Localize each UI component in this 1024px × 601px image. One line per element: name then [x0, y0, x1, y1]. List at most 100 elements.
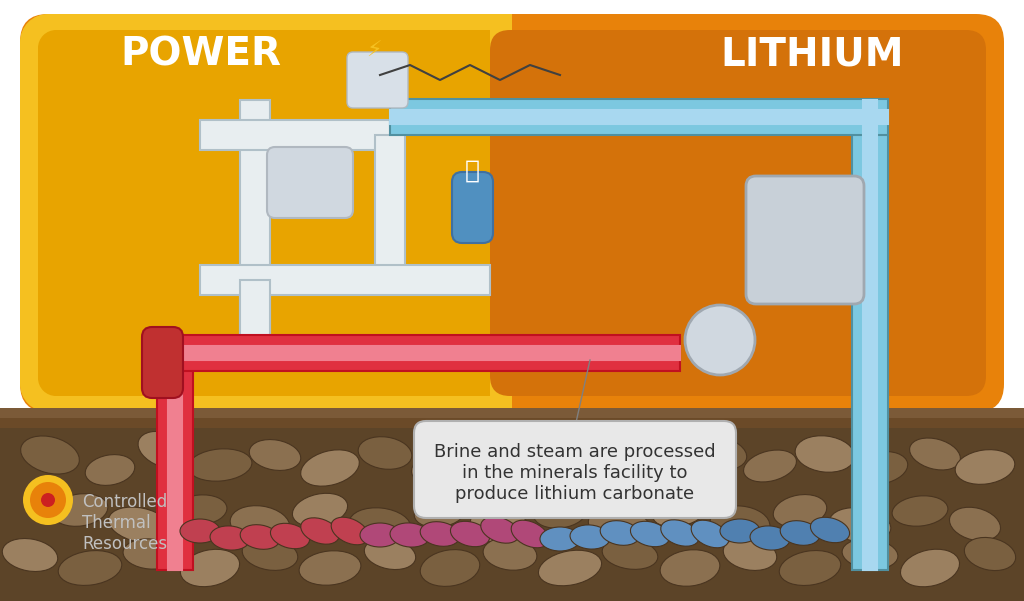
Circle shape	[30, 482, 66, 518]
Wedge shape	[20, 14, 48, 42]
Ellipse shape	[511, 517, 549, 545]
Polygon shape	[38, 30, 490, 396]
Ellipse shape	[464, 438, 526, 472]
Ellipse shape	[852, 451, 907, 484]
Ellipse shape	[358, 437, 412, 469]
Ellipse shape	[301, 517, 339, 543]
Ellipse shape	[293, 493, 347, 526]
Ellipse shape	[829, 508, 891, 542]
Circle shape	[23, 475, 73, 525]
Ellipse shape	[420, 520, 460, 545]
Ellipse shape	[210, 519, 250, 543]
Text: POWER: POWER	[120, 35, 281, 73]
Ellipse shape	[710, 506, 770, 542]
Bar	[157, 346, 680, 360]
Bar	[390, 110, 888, 124]
Bar	[375, 135, 406, 280]
Ellipse shape	[600, 525, 640, 549]
FancyBboxPatch shape	[490, 30, 986, 396]
Ellipse shape	[249, 439, 301, 471]
Text: Controlled
Thermal
Resources: Controlled Thermal Resources	[82, 493, 167, 552]
FancyBboxPatch shape	[347, 52, 408, 108]
Ellipse shape	[810, 523, 850, 549]
Ellipse shape	[483, 538, 537, 570]
Ellipse shape	[540, 525, 580, 549]
Bar	[852, 100, 888, 570]
Ellipse shape	[965, 537, 1016, 570]
Ellipse shape	[534, 496, 587, 528]
Ellipse shape	[796, 436, 855, 472]
Ellipse shape	[299, 551, 360, 585]
Ellipse shape	[575, 435, 635, 472]
Ellipse shape	[480, 526, 519, 552]
Ellipse shape	[524, 453, 575, 483]
Bar	[157, 350, 193, 570]
Bar	[240, 100, 270, 360]
Ellipse shape	[720, 521, 760, 545]
Ellipse shape	[138, 432, 191, 469]
Bar	[240, 280, 270, 360]
Ellipse shape	[58, 551, 122, 585]
Bar	[863, 100, 877, 570]
Ellipse shape	[631, 523, 670, 549]
Ellipse shape	[412, 450, 469, 484]
Ellipse shape	[230, 505, 290, 542]
Ellipse shape	[683, 436, 746, 471]
Ellipse shape	[589, 508, 651, 544]
Ellipse shape	[451, 525, 489, 551]
Polygon shape	[20, 14, 512, 412]
FancyBboxPatch shape	[452, 172, 493, 243]
FancyBboxPatch shape	[414, 421, 736, 518]
Bar	[157, 335, 680, 371]
Circle shape	[41, 493, 55, 507]
Ellipse shape	[180, 523, 220, 547]
FancyBboxPatch shape	[746, 176, 864, 304]
Ellipse shape	[360, 522, 400, 546]
Ellipse shape	[750, 519, 790, 543]
Ellipse shape	[470, 507, 529, 545]
Ellipse shape	[349, 508, 411, 542]
Circle shape	[685, 305, 755, 375]
Wedge shape	[38, 378, 56, 396]
Ellipse shape	[660, 550, 720, 586]
Ellipse shape	[243, 538, 298, 570]
Ellipse shape	[85, 454, 135, 486]
Wedge shape	[20, 384, 48, 412]
Ellipse shape	[270, 526, 309, 552]
Ellipse shape	[691, 518, 729, 546]
Ellipse shape	[20, 436, 79, 474]
Ellipse shape	[570, 525, 610, 549]
Ellipse shape	[188, 449, 252, 481]
Ellipse shape	[652, 495, 708, 527]
Ellipse shape	[900, 549, 959, 587]
Bar	[0, 418, 1024, 428]
FancyBboxPatch shape	[142, 327, 183, 398]
Bar	[0, 408, 1024, 428]
Bar	[200, 265, 490, 295]
Ellipse shape	[420, 549, 480, 587]
Ellipse shape	[780, 517, 820, 542]
Bar	[0, 415, 1024, 601]
Ellipse shape	[52, 493, 108, 526]
Ellipse shape	[301, 450, 359, 486]
FancyBboxPatch shape	[267, 147, 353, 218]
Ellipse shape	[390, 521, 430, 545]
Text: ⚡: ⚡	[367, 41, 382, 61]
FancyBboxPatch shape	[20, 14, 1004, 412]
Ellipse shape	[949, 507, 1000, 541]
Ellipse shape	[632, 451, 688, 483]
Ellipse shape	[723, 537, 777, 570]
Bar	[168, 350, 182, 570]
Ellipse shape	[773, 495, 826, 528]
Text: Brine and steam are processed
in the minerals facility to
produce lithium carbon: Brine and steam are processed in the min…	[434, 443, 716, 502]
Ellipse shape	[955, 450, 1015, 484]
Bar	[390, 99, 888, 135]
Ellipse shape	[123, 539, 177, 569]
Ellipse shape	[415, 496, 466, 527]
Ellipse shape	[109, 507, 171, 543]
Ellipse shape	[743, 450, 797, 482]
Ellipse shape	[365, 538, 416, 570]
Bar	[200, 120, 390, 150]
Ellipse shape	[539, 551, 601, 586]
Text: LITHIUM: LITHIUM	[720, 35, 903, 73]
